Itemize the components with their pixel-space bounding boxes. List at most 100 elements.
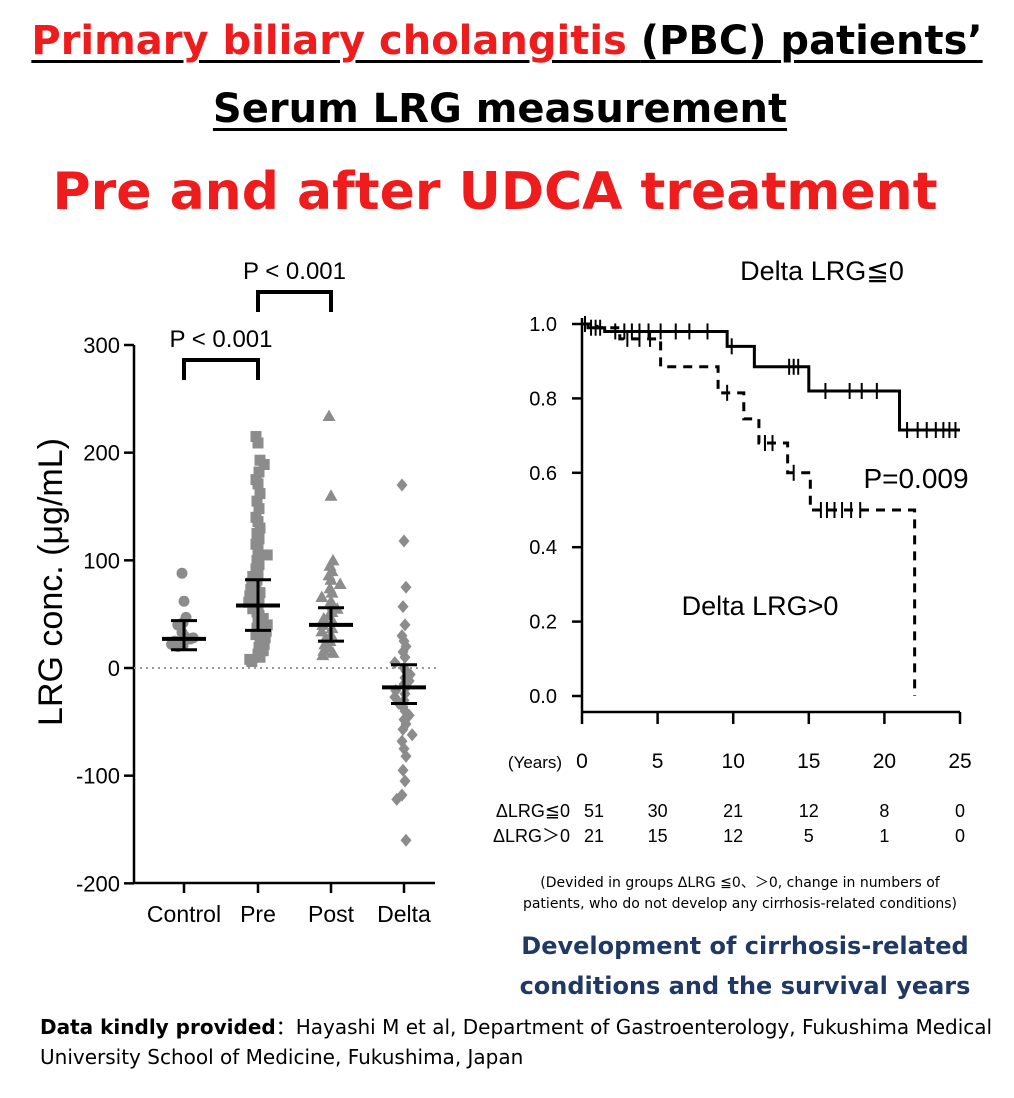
km-y-tick-label: 0.2 <box>529 612 557 634</box>
data-point-pre <box>253 503 265 515</box>
data-point-pre <box>250 629 262 641</box>
data-point-delta <box>398 534 410 548</box>
data-point-delta <box>391 792 403 806</box>
data-point-pre <box>258 459 270 471</box>
data-point-delta <box>399 774 411 788</box>
data-point-post <box>324 489 338 501</box>
data-point-pre <box>252 516 264 528</box>
dev-title-line-2: conditions and the survival years <box>519 972 971 1000</box>
data-point-post <box>326 646 340 658</box>
km-y-tick-label: 0.0 <box>529 686 557 708</box>
dev-title-line-1: Development of cirrhosis-related <box>521 932 969 960</box>
km-curve-gt0 <box>582 322 917 696</box>
data-point-pre <box>252 437 264 449</box>
km-y-tick-label: 0.8 <box>529 388 557 410</box>
dot-plot-y-tick-label: 200 <box>83 441 120 466</box>
data-point-delta <box>397 763 409 777</box>
credit-label: Data kindly provided <box>40 1015 276 1039</box>
credit-text: ：Hayashi M et al, Department of Gastroen… <box>40 1015 993 1069</box>
km-x-label: (Years) <box>508 753 562 772</box>
data-point-pre <box>254 587 266 599</box>
data-point-delta <box>400 580 412 594</box>
at-risk-row-label: ΔLRG＞0 <box>493 826 570 846</box>
data-point-post <box>324 573 338 585</box>
km-x-tick-label: 5 <box>652 750 664 773</box>
at-risk-count: 30 <box>648 801 668 821</box>
dot-plot-y-label: LRG conc. (μg/mL) <box>32 438 70 726</box>
dot-plot-y-tick-label: 0 <box>108 656 120 681</box>
significance-bracket <box>182 358 260 380</box>
at-risk-count: 0 <box>955 826 965 846</box>
data-point-pre <box>261 549 273 561</box>
km-x-tick-label: 10 <box>722 750 745 773</box>
at-risk-count: 1 <box>879 826 889 846</box>
data-point-post <box>333 577 347 590</box>
slide-title: Primary biliary cholangitis (PBC) patien… <box>0 18 1014 64</box>
at-risk-count: 15 <box>648 826 668 846</box>
series-label-gt0: Delta LRG>0 <box>682 591 839 621</box>
data-point-pre <box>245 583 257 595</box>
title-black-part: (PBC) patients’ <box>640 18 983 64</box>
data-point-pre <box>254 488 266 500</box>
data-point-pre <box>251 495 263 507</box>
dot-plot-y-tick-label: 100 <box>83 548 120 573</box>
data-point-post <box>316 648 330 661</box>
significance-label: P < 0.001 <box>243 258 346 285</box>
at-risk-count: 0 <box>955 801 965 821</box>
slide-subtitle-red: Pre and after UDCA treatment <box>52 162 938 222</box>
caption-line-2: patients, who do not develop any cirrhos… <box>522 896 958 912</box>
data-point-delta <box>399 650 411 664</box>
data-point-pre <box>250 431 262 443</box>
dot-plot-y-tick-label: -200 <box>76 871 120 896</box>
caption-line-1: (Devided in groups ΔLRG ≦0、＞0, change in… <box>540 875 940 891</box>
significance-label: P < 0.001 <box>170 326 273 353</box>
km-x-tick-label: 15 <box>797 750 820 773</box>
km-x-tick-label: 0 <box>576 750 588 773</box>
data-point-delta <box>396 478 408 492</box>
dot-plot-category-label: Pre <box>240 901 276 927</box>
data-point-pre <box>243 596 255 608</box>
data-point-pre <box>244 590 256 602</box>
data-credit: Data kindly provided：Hayashi M et al, De… <box>40 1012 1000 1072</box>
at-risk-count: 51 <box>584 801 604 821</box>
data-point-delta <box>406 728 418 742</box>
dot-plot-category-label: Control <box>147 901 221 927</box>
dot-plot-y-tick-label: -100 <box>76 764 120 789</box>
data-point-delta <box>397 722 409 736</box>
title-red-part: Primary biliary cholangitis <box>31 18 641 64</box>
km-caption: (Devided in groups ΔLRG ≦0、＞0, change in… <box>490 873 990 915</box>
dot-plot: LRG conc. (μg/mL) 300 200 100 0 -100 -200 Con… <box>32 258 440 927</box>
at-risk-count: 12 <box>723 826 743 846</box>
data-point-delta <box>400 833 412 847</box>
p-value-label: P=0.009 <box>863 463 968 494</box>
data-point-pre <box>254 651 266 663</box>
at-risk-count: 12 <box>799 801 819 821</box>
data-point-post <box>322 409 336 422</box>
data-point-pre <box>246 656 258 668</box>
data-point-delta <box>397 600 409 614</box>
km-y-tick-label: 0.6 <box>529 463 557 485</box>
data-point-control <box>176 567 188 579</box>
dot-plot-category-label: Post <box>308 901 355 927</box>
km-chart-title: Development of cirrhosis-related conditi… <box>490 926 1000 1006</box>
data-point-delta <box>399 618 411 632</box>
data-point-control <box>178 595 190 607</box>
at-risk-count: 21 <box>584 826 604 846</box>
data-point-pre <box>253 466 265 478</box>
series-label-le0: Delta LRG≦0 <box>740 256 904 286</box>
km-y-tick-label: 1.0 <box>529 314 557 336</box>
data-point-post <box>315 590 329 602</box>
at-risk-count: 21 <box>723 801 743 821</box>
dot-plot-y-tick-label: 300 <box>83 333 120 358</box>
data-point-delta <box>400 749 412 763</box>
dot-plot-category-label: Delta <box>377 901 431 927</box>
data-point-pre <box>252 544 264 556</box>
at-risk-row-label: ΔLRG≦0 <box>496 801 570 821</box>
km-plot: 1.00.80.60.40.20.0 0 5 10 15 20 25 Delta LRG≦… <box>493 256 972 846</box>
at-risk-count: 8 <box>879 801 889 821</box>
data-point-pre <box>252 478 264 490</box>
km-x-tick-label: 25 <box>948 750 971 773</box>
data-point-post <box>317 611 331 624</box>
data-point-pre <box>261 619 273 631</box>
